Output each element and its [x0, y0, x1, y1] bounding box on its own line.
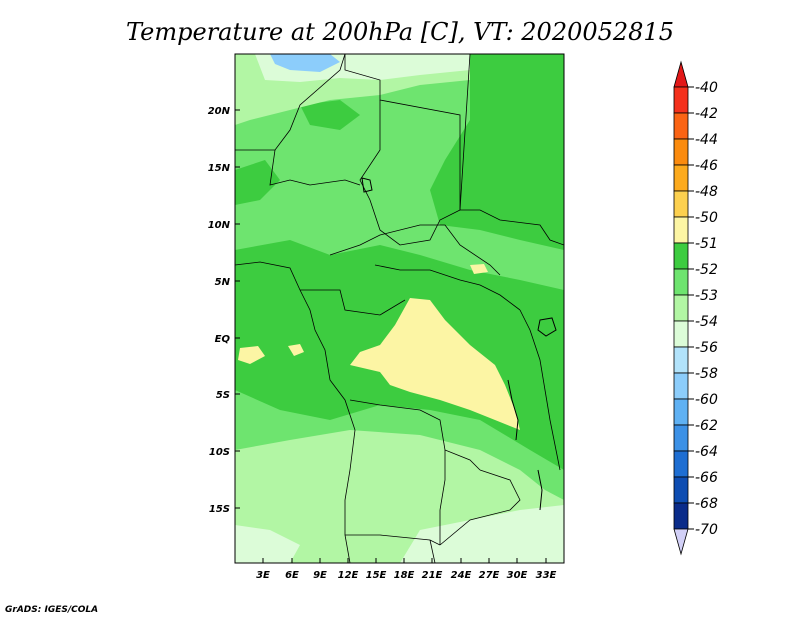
border-zambia-south	[439, 469, 521, 546]
border-drc-angola	[349, 399, 481, 471]
chart-title: Temperature at 200hPa [C], VT: 202005281…	[126, 18, 674, 46]
colorbar-swatch	[673, 372, 689, 400]
x-tick-label: 9E	[313, 570, 327, 581]
x-tick-label: 33E	[536, 570, 557, 581]
field-pale-south	[400, 505, 564, 563]
field-warm-spot-north	[470, 264, 488, 274]
colorbar-swatch	[673, 268, 689, 296]
x-tick-label: 3E	[256, 570, 270, 581]
x-tick-label: 27E	[479, 570, 500, 581]
plot-frame	[234, 53, 565, 564]
colorbar-label: -60	[695, 392, 718, 408]
field-dark-green-east	[430, 54, 564, 250]
border-eastern	[519, 309, 561, 471]
colorbar-label: -51	[695, 236, 718, 252]
x-tick-label: 21E	[422, 570, 443, 581]
y-axis-ticks: 20N 15N 10N 5N EQ 5S 10S 15S	[208, 106, 240, 515]
colorbar-swatch	[673, 502, 689, 530]
x-tick-label: 12E	[338, 570, 359, 581]
colorbar-swatch	[673, 112, 689, 140]
colorbar-label: -54	[695, 314, 718, 330]
border-libya-sudan	[344, 54, 461, 210]
colorbar-swatch	[673, 190, 689, 218]
country-borders	[235, 54, 564, 563]
colorbar-swatch	[673, 320, 689, 348]
border-chad-sudan	[359, 54, 471, 246]
colorbar-top-arrow	[673, 60, 689, 88]
lake-malawi	[537, 469, 543, 511]
field-dark-green-west	[235, 160, 280, 205]
colorbar-swatch	[673, 476, 689, 504]
border-drc-north	[374, 264, 521, 311]
colorbar-swatch	[673, 242, 689, 270]
colorbar-label: -66	[695, 470, 718, 486]
colorbar-swatch	[673, 164, 689, 192]
lake-tanganyika	[507, 379, 519, 441]
border-cameroon-congo	[300, 289, 406, 316]
colorbar-label: -58	[695, 366, 718, 382]
field-warm-core	[350, 298, 520, 430]
colorbar-bottom-arrow	[673, 528, 689, 556]
colorbar-swatch	[673, 450, 689, 478]
colorbar-swatch	[673, 216, 689, 244]
border-nigeria-chad	[269, 149, 361, 186]
field-pale-southwest	[235, 525, 300, 563]
field-blue-north	[270, 54, 340, 72]
y-tick-label: 5N	[215, 277, 231, 288]
border-south-sudan	[460, 209, 564, 246]
field-warm-spot-west	[238, 346, 265, 364]
border-car	[329, 224, 501, 276]
colorbar-label: -62	[695, 418, 718, 434]
colorbar-label: -48	[695, 184, 718, 200]
y-tick-label: 20N	[208, 106, 231, 117]
field-warm-spot-west2	[288, 344, 304, 356]
y-tick-label: 5S	[216, 390, 230, 401]
colorbar-swatch	[673, 398, 689, 426]
colorbar-label: -64	[695, 444, 718, 460]
y-tick-label: 15S	[209, 504, 230, 515]
temperature-field	[235, 54, 564, 563]
x-tick-label: 18E	[394, 570, 415, 581]
coastline-guinea	[235, 261, 301, 291]
border-angola-zambia	[439, 450, 446, 545]
colorbar-label: -44	[695, 132, 718, 148]
x-tick-label: 24E	[451, 570, 472, 581]
colorbar-label: -53	[695, 288, 718, 304]
colorbar-swatch	[673, 86, 689, 114]
coastline-west	[299, 289, 356, 563]
colorbar-label: -50	[695, 210, 718, 226]
colorbar-swatch	[673, 138, 689, 166]
y-tick-label: 15N	[208, 163, 231, 174]
colorbar-label: -46	[695, 158, 718, 174]
y-tick-label: 10S	[209, 447, 230, 458]
field-dark-green-north	[300, 100, 360, 130]
colorbar-label: -52	[695, 262, 718, 278]
colorbar-swatch	[673, 424, 689, 452]
colorbar-label: -56	[695, 340, 718, 356]
colorbar-swatch	[673, 346, 689, 374]
colorbar-label: -70	[695, 522, 718, 538]
border-namibia-east	[429, 539, 436, 563]
lakes	[361, 177, 557, 511]
x-axis-ticks: 3E 6E 9E 12E 15E 18E 21E 24E 27E 30E 33E	[256, 558, 557, 581]
colorbar-label: -42	[695, 106, 718, 122]
colorbar-label: -40	[695, 80, 718, 96]
border-niger-chad	[235, 54, 346, 151]
lake-victoria	[537, 317, 557, 337]
x-tick-label: 6E	[285, 570, 299, 581]
lake-chad	[361, 177, 373, 193]
credit-label: GrADS: IGES/COLA	[5, 605, 98, 615]
y-tick-label: EQ	[215, 334, 231, 345]
border-angola-namibia	[345, 534, 441, 546]
colorbar-swatch	[673, 294, 689, 322]
y-tick-label: 10N	[208, 220, 231, 231]
colorbar-label: -68	[695, 496, 718, 512]
x-tick-label: 30E	[507, 570, 528, 581]
x-tick-label: 15E	[366, 570, 387, 581]
colorbar: -40 -42 -44 -46 -48 -50 -51 -52 -53 -54 -56 -58 -60 -…	[673, 60, 718, 556]
